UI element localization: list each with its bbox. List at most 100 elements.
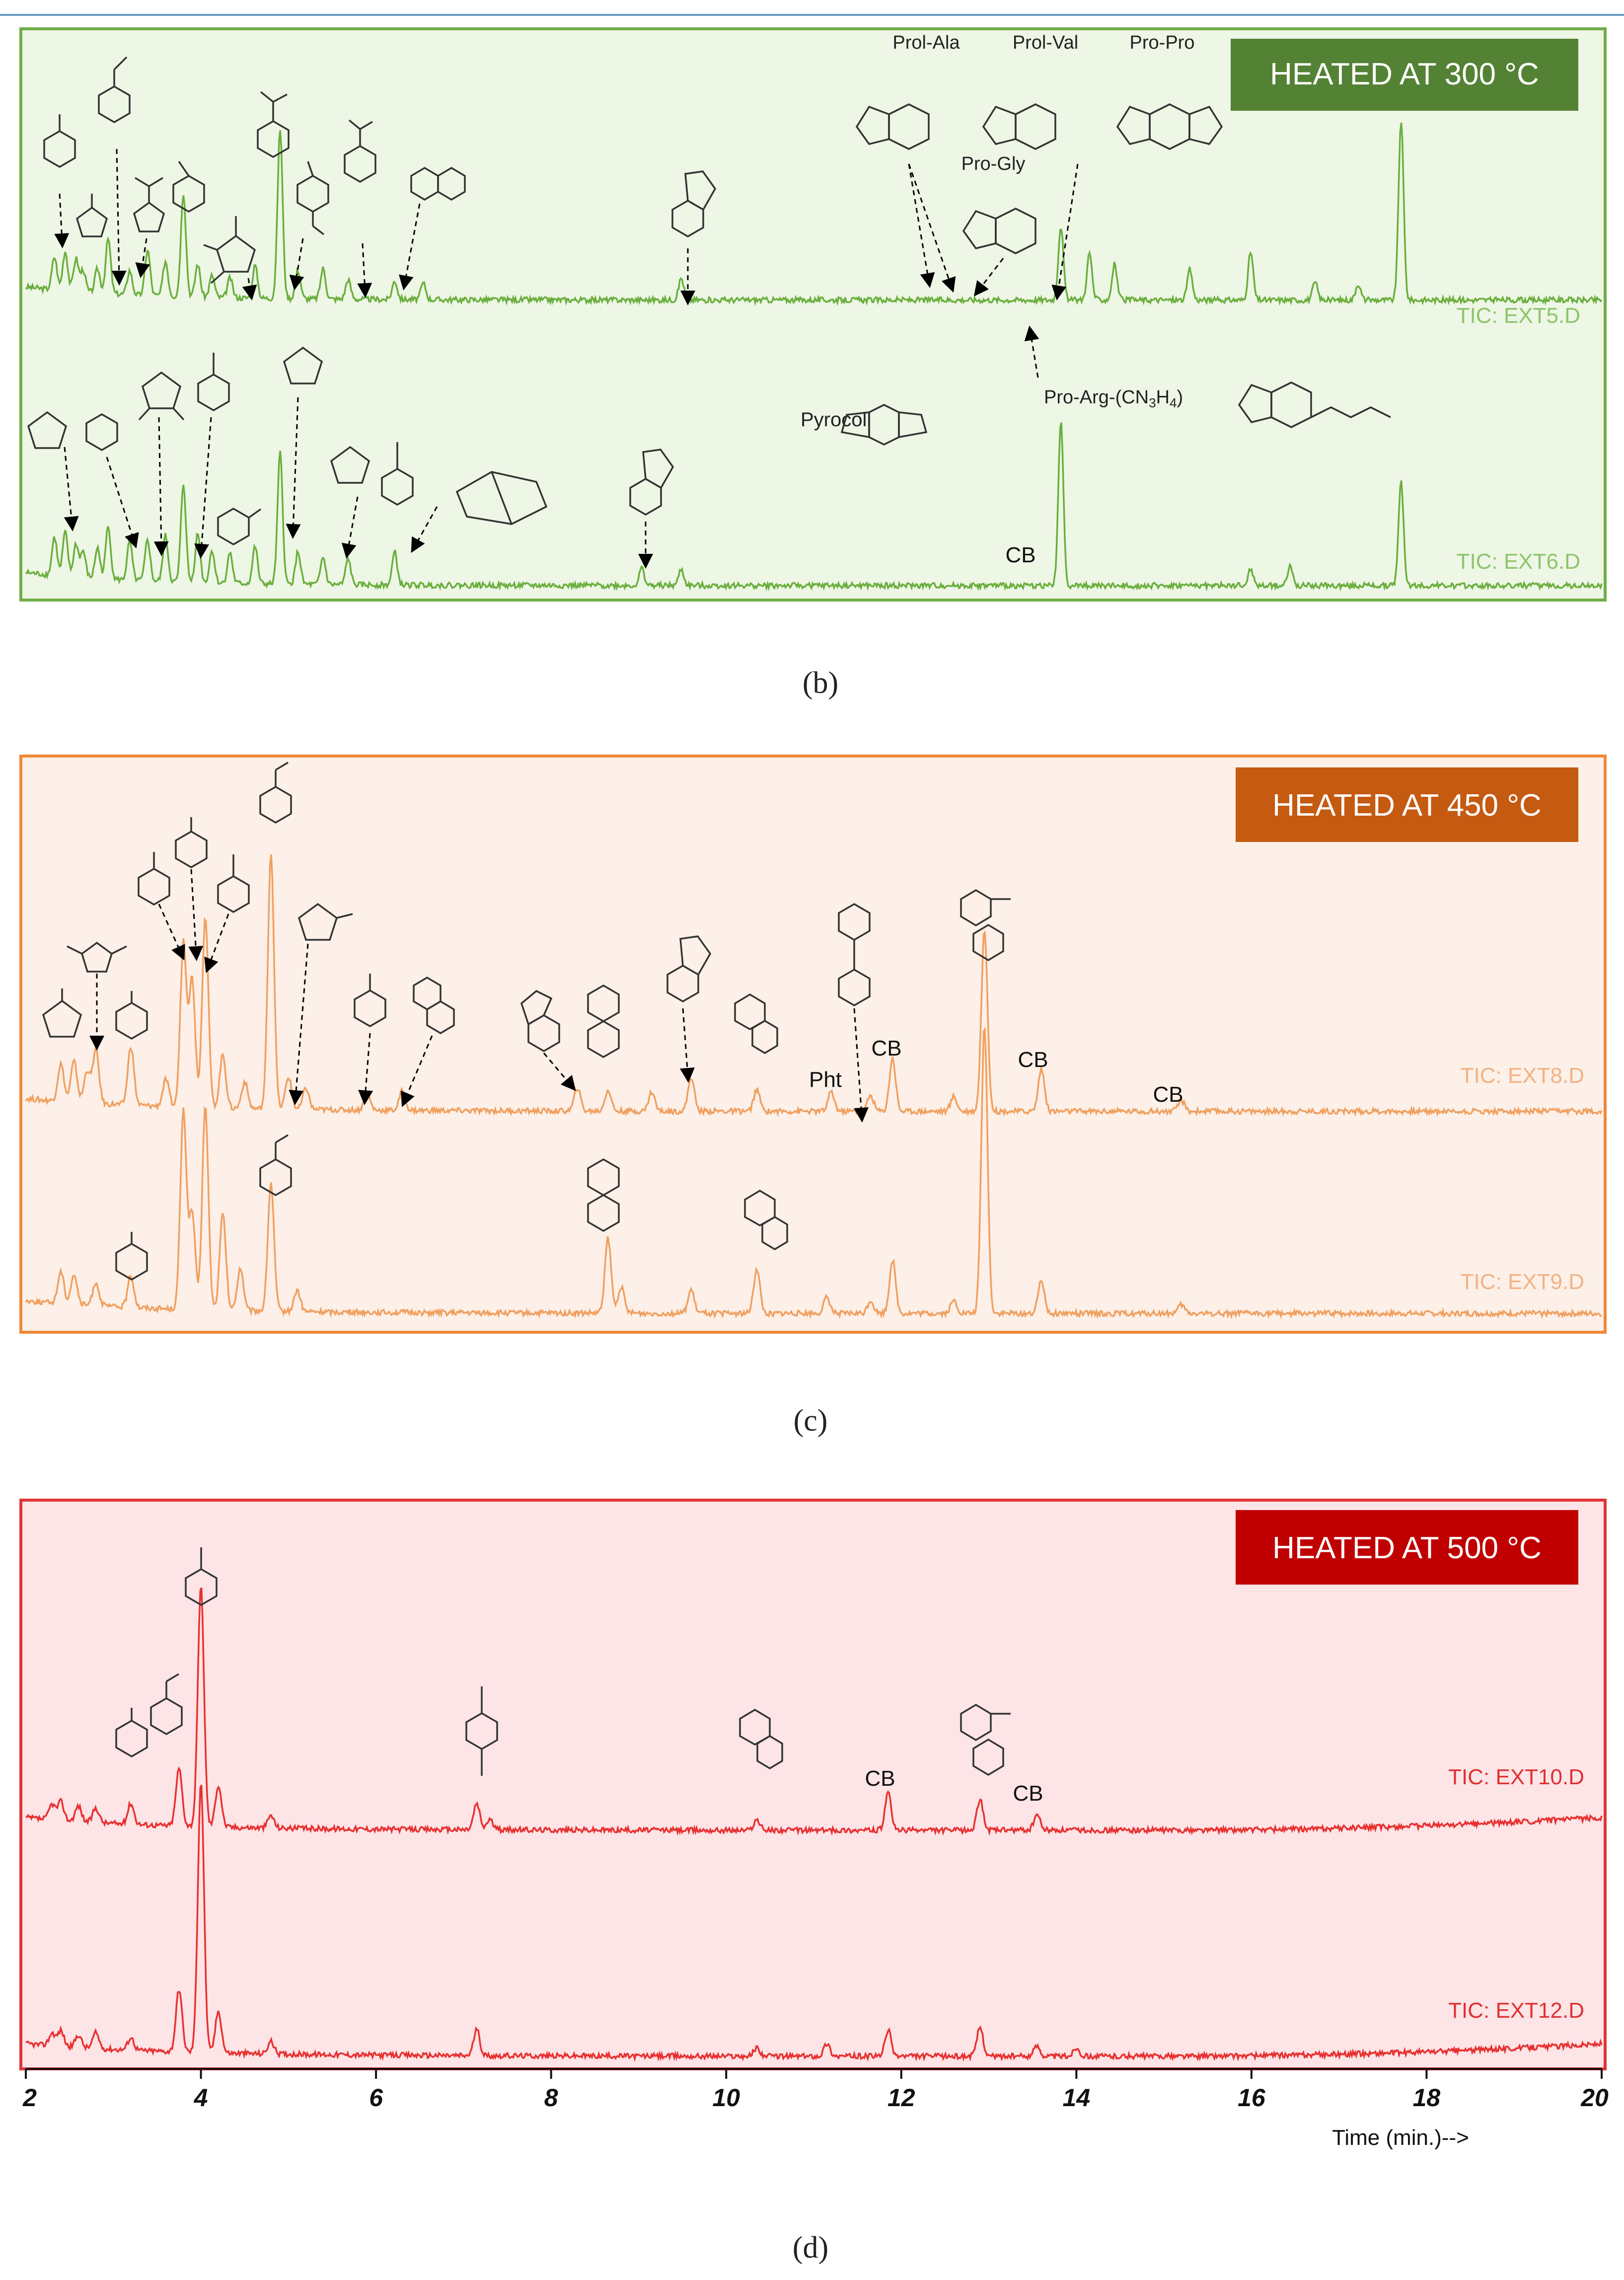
cyclohexanone-icon-c — [115, 991, 148, 1040]
panel-c-badge: HEATED AT 450 °C — [1272, 788, 1542, 823]
arrows-b — [54, 149, 1079, 569]
methoxyphenol-icon — [296, 161, 329, 235]
label-pro-arg: Pro-Arg-(CN3H4) — [1044, 387, 1183, 410]
ethylbenzene-icon — [98, 56, 131, 124]
pyrocoll-icon — [840, 404, 928, 446]
chromatogram-line — [25, 1587, 1603, 1836]
x-tick-label: 6 — [369, 2084, 383, 2112]
chromatogram-line — [25, 122, 1603, 306]
structures-c — [42, 761, 1011, 1281]
x-tick-label: 18 — [1413, 2084, 1441, 2112]
cyclohexanone-icon-d — [115, 1708, 148, 1758]
succinimide-methyl-icon — [283, 346, 323, 384]
biphenyl-icon-c2 — [587, 1158, 620, 1232]
methylcyclopentenone-icon — [138, 371, 185, 421]
benzonitrile-icon-d — [185, 1547, 218, 1606]
dimethylcyclopentenone-icon — [203, 216, 256, 284]
panel-b-badge-box — [1231, 39, 1578, 111]
acetophenone-icon — [257, 91, 290, 158]
x-tick-label: 4 — [194, 2084, 208, 2112]
trace-ext12 — [25, 1785, 1603, 2062]
panel-d-badge: HEATED AT 500 °C — [1272, 1531, 1542, 1565]
pro-pro-icon — [1116, 103, 1223, 150]
cyclohexanone-icon — [85, 413, 118, 452]
benzoic-acid-icon — [344, 119, 376, 183]
label-pyrocoll: Pyrocoll — [801, 409, 871, 431]
label-cb-b: CB — [1005, 543, 1035, 567]
chromatogram-line — [25, 422, 1603, 592]
trace-ext5 — [25, 122, 1603, 306]
x-axis-ticks: 2 4 6 8 10 12 14 16 18 20 — [22, 2069, 1609, 2112]
panel-c: HEATED AT 450 °C TIC: EXT8.D TIC: EXT9.D… — [19, 755, 1607, 1438]
label-cb-d1: CB — [865, 1766, 895, 1791]
chromatogram-line — [25, 854, 1603, 1117]
phthalide-icon — [520, 989, 560, 1053]
naphthalene-icon-c — [413, 976, 455, 1035]
trace-ext6 — [25, 422, 1603, 592]
structures-d — [115, 1547, 1011, 1776]
hydroxybenzylnitrile-icon — [381, 442, 414, 506]
trace-ext8 — [25, 854, 1603, 1117]
terephthalonitrile-icon — [465, 1686, 498, 1776]
trace-ext10 — [25, 1587, 1603, 1836]
cyclohexanone-icon-c2 — [115, 1232, 148, 1281]
benzaldehyde-icon-c — [138, 852, 170, 906]
panel-d-badge-box — [1236, 1510, 1578, 1585]
benzonitrile-icon-c — [217, 854, 250, 913]
chromatogram-line — [25, 1785, 1603, 2062]
fluorenone-icon-d — [960, 1703, 1011, 1776]
phenol-icon-c — [175, 817, 208, 869]
trace-label-ext12: TIC: EXT12.D — [1448, 1998, 1584, 2023]
methylpyrrole-icon — [75, 194, 108, 237]
benzonitrile-icon-b — [197, 353, 230, 412]
label-pro-gly: Pro-Gly — [961, 153, 1026, 174]
pro-arg-icon — [1238, 381, 1391, 428]
cyclopentanone-icon-c — [42, 988, 82, 1038]
x-tick-label: 12 — [887, 2084, 915, 2112]
biphenyl-icon-c — [587, 984, 620, 1059]
x-tick-label: 10 — [712, 2084, 740, 2112]
acetophenone-icon-c2 — [259, 1134, 292, 1197]
toluene-icon — [43, 114, 76, 168]
methylsuccinimide-icon-c — [297, 903, 353, 941]
x-tick-label: 8 — [544, 2084, 558, 2112]
panel-d-frame — [19, 1499, 1607, 2070]
phthalimide-icon-c — [666, 935, 712, 1003]
cyclopentanone-icon — [27, 411, 68, 449]
dibenzofuran-icon-c2 — [744, 1189, 788, 1251]
x-axis-label: Time (min.)--> — [1332, 2126, 1469, 2150]
panel-d-letter: (d) — [793, 2231, 828, 2265]
dibenzofuran-icon-c — [734, 993, 778, 1055]
panel-b-letter: (b) — [803, 666, 838, 700]
naphthalene-icon — [410, 166, 466, 201]
label-prol-val: Prol-Val — [1013, 32, 1078, 53]
panel-d: HEATED AT 500 °C TIC: EXT10.D TIC: EXT12… — [19, 1499, 1609, 2265]
label-prol-ala: Prol-Ala — [892, 32, 960, 53]
trace-label-ext10: TIC: EXT10.D — [1448, 1765, 1584, 1789]
label-cb-c2: CB — [1018, 1048, 1048, 1072]
pro-gly-icon — [962, 208, 1036, 254]
prol-ala-icon — [855, 103, 930, 150]
x-tick-label: 16 — [1238, 2084, 1266, 2112]
dibenzofuran-icon-d — [739, 1708, 783, 1770]
panel-b: HEATED AT 300 °C TIC: EXT5.D TIC: EXT6.D… — [19, 27, 1607, 700]
benzaldehyde-icon-d — [150, 1673, 183, 1736]
trace-label-ext9: TIC: EXT9.D — [1461, 1270, 1584, 1294]
benzoic-acid-icon-c — [354, 974, 386, 1028]
label-cb-d2: CB — [1013, 1781, 1043, 1806]
chromatogram-line — [25, 1026, 1602, 1319]
panel-c-letter: (c) — [794, 1404, 828, 1438]
methylphthalimide-icon — [629, 449, 674, 516]
succinimide-icon — [330, 446, 370, 484]
isopropylfuran-icon — [133, 177, 165, 232]
prol-val-icon — [982, 103, 1056, 150]
dimethylfuran-icon — [67, 941, 127, 973]
benzophenone-icon — [838, 903, 871, 1007]
trace-ext9 — [25, 1026, 1602, 1319]
acetophenone-icon-c — [259, 761, 292, 824]
panel-b-frame — [19, 27, 1607, 602]
panel-b-badge: HEATED AT 300 °C — [1270, 57, 1539, 91]
structures-b — [27, 56, 1391, 546]
x-tick-label: 14 — [1063, 2084, 1091, 2112]
